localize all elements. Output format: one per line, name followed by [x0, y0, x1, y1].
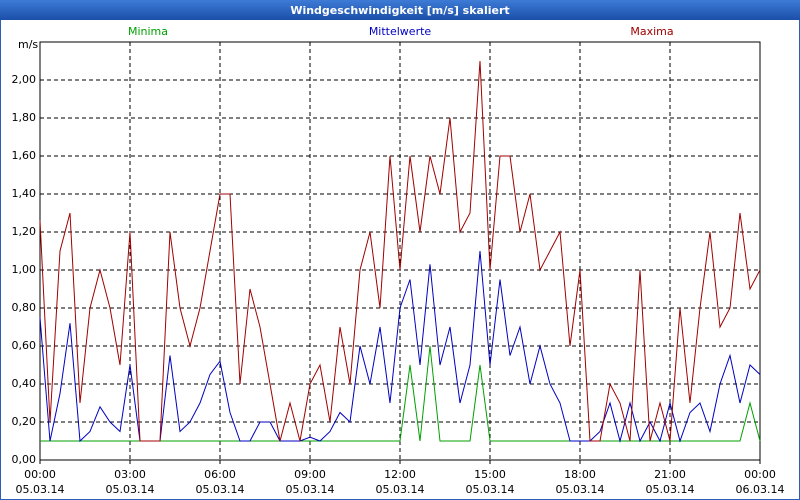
title-bar [0, 0, 800, 20]
x-tick-date: 05.03.14 [376, 483, 425, 496]
x-tick-date: 06.03.14 [736, 483, 785, 496]
y-tick-label: 2,00 [12, 73, 37, 86]
x-tick-date: 05.03.14 [556, 483, 605, 496]
legend-entry: Maxima [630, 25, 673, 38]
x-tick-date: 05.03.14 [196, 483, 245, 496]
legend-entry: Mittelwerte [369, 25, 432, 38]
x-tick-label: 12:00 [384, 468, 416, 481]
series-line [39, 60, 761, 442]
y-tick-label: 1,60 [12, 149, 37, 162]
y-tick-label: 1,80 [12, 111, 37, 124]
y-tick-label: 1,40 [12, 187, 37, 200]
x-tick-label: 06:00 [204, 468, 236, 481]
x-tick-date: 05.03.14 [106, 483, 155, 496]
x-tick-label: 00:00 [744, 468, 776, 481]
x-tick-label: 09:00 [294, 468, 326, 481]
y-tick-label: 0,80 [12, 301, 37, 314]
x-tick-date: 05.03.14 [466, 483, 515, 496]
y-tick-label: 1,00 [12, 263, 37, 276]
x-tick-date: 05.03.14 [286, 483, 335, 496]
y-tick-label: 1,20 [12, 225, 37, 238]
y-tick-label: 0,00 [12, 453, 37, 466]
x-tick-date: 05.03.14 [16, 483, 65, 496]
y-unit: m/s [18, 38, 38, 51]
y-tick-label: 0,20 [12, 415, 37, 428]
x-tick-label: 21:00 [654, 468, 686, 481]
x-tick-label: 03:00 [114, 468, 146, 481]
x-tick-date: 05.03.14 [646, 483, 695, 496]
x-tick-label: 18:00 [564, 468, 596, 481]
y-tick-label: 0,40 [12, 377, 37, 390]
x-tick-label: 15:00 [474, 468, 506, 481]
y-tick-label: 0,60 [12, 339, 37, 352]
chart-title: Windgeschwindigkeit [m/s] skaliert [290, 4, 509, 17]
x-tick-label: 00:00 [24, 468, 56, 481]
legend-entry: Minima [128, 25, 168, 38]
